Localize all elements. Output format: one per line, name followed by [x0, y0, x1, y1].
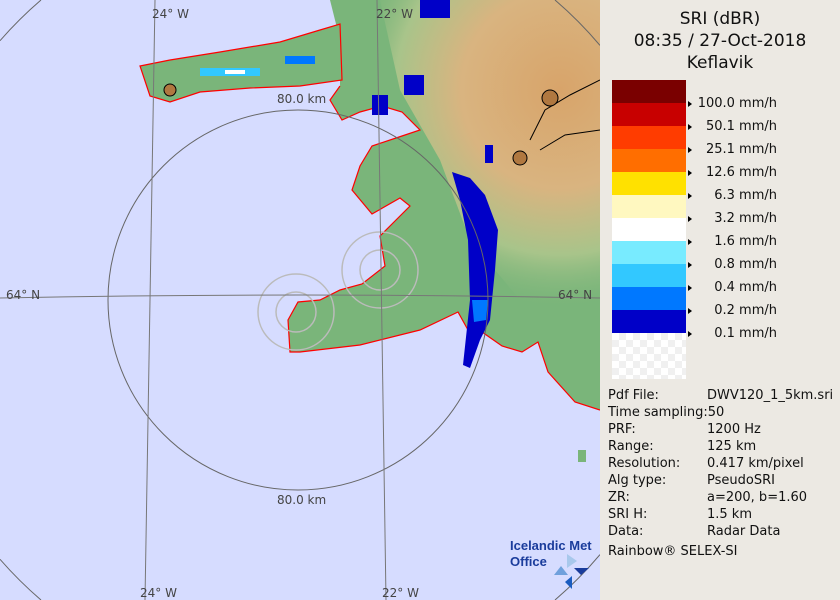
- tick-marker-icon: [688, 261, 692, 268]
- legend-value: 0.8 mm/h: [714, 257, 777, 272]
- logo-text-2: Office: [510, 554, 547, 569]
- legend-label: 100.0 mm/h: [688, 96, 798, 111]
- graticule: [0, 0, 600, 600]
- legend-label: 0.2 mm/h: [688, 303, 798, 318]
- info-key: SRI H:: [608, 507, 648, 522]
- lon-label: 22° W: [376, 7, 413, 21]
- info-row: Alg type: PseudoSRI: [608, 472, 833, 489]
- legend-swatch: [612, 310, 686, 333]
- legend-label: 6.3 mm/h: [688, 188, 798, 203]
- legend-value: 3.2 mm/h: [714, 211, 777, 226]
- info-value: 1200 Hz: [707, 422, 761, 437]
- info-value: 0.417 km/pixel: [707, 456, 804, 471]
- lon-label: 22° W: [382, 586, 419, 600]
- lat-label: 64° N: [558, 288, 592, 302]
- lon-label: 24° W: [152, 7, 189, 21]
- legend-label: 25.1 mm/h: [688, 142, 798, 157]
- legend-swatch: [612, 241, 686, 264]
- legend-label: 1.6 mm/h: [688, 234, 798, 249]
- info-value: 125 km: [707, 439, 757, 454]
- info-row: Pdf File: DWV120_1_5km.sri: [608, 387, 833, 404]
- tick-marker-icon: [688, 192, 692, 199]
- tick-marker-icon: [688, 284, 692, 291]
- radar-map[interactable]: 24° W 22° W 24° W 22° W 64° N 64° N 80.0…: [0, 0, 600, 600]
- lat-label: 64° N: [6, 288, 40, 302]
- tick-marker-icon: [688, 100, 692, 107]
- imo-logo: Icelandic Met Office: [510, 538, 592, 589]
- logo-text: Icelandic Met: [510, 538, 592, 553]
- info-value: PseudoSRI: [707, 473, 775, 488]
- info-key: Alg type:: [608, 473, 667, 488]
- tick-marker-icon: [688, 307, 692, 314]
- legend-value: 0.4 mm/h: [714, 280, 777, 295]
- info-value: 1.5 km: [707, 507, 752, 522]
- product-info: Pdf File: DWV120_1_5km.sri Time sampling: 5…: [608, 387, 833, 560]
- info-value: DWV120_1_5km.sri: [707, 388, 834, 403]
- info-row: Resolution: 0.417 km/pixel: [608, 455, 833, 472]
- range-rings: [0, 0, 600, 600]
- legend-label: 0.1 mm/h: [688, 326, 798, 341]
- info-row: PRF: 1200 Hz: [608, 421, 833, 438]
- legend-value: 0.1 mm/h: [714, 326, 777, 341]
- legend-value: 50.1 mm/h: [705, 119, 777, 134]
- legend-value: 100.0 mm/h: [697, 96, 777, 111]
- tick-marker-icon: [688, 146, 692, 153]
- tick-marker-icon: [688, 123, 692, 130]
- range-label: 80.0 km: [277, 92, 326, 106]
- legend-swatch: [612, 218, 686, 241]
- info-row: Time sampling: 50: [608, 404, 833, 421]
- glacier-outlines: [163, 79, 600, 166]
- tick-marker-icon: [688, 330, 692, 337]
- legend-swatch: [612, 126, 686, 149]
- info-key: ZR:: [608, 490, 630, 505]
- legend-label: 12.6 mm/h: [688, 165, 798, 180]
- tick-marker-icon: [688, 169, 692, 176]
- legend-swatch: [612, 172, 686, 195]
- legend-nodata-swatch: [612, 333, 686, 379]
- info-panel: SRI (dBR) 08:35 / 27-Oct-2018 Keflavik 1…: [600, 0, 840, 600]
- info-key: Resolution:: [608, 456, 681, 471]
- radar-site: Keflavik: [686, 53, 754, 73]
- legend-label: 0.4 mm/h: [688, 280, 798, 295]
- coastline: [139, 23, 600, 411]
- info-row: ZR: a=200, b=1.60: [608, 489, 833, 506]
- tick-marker-icon: [688, 215, 692, 222]
- lon-label: 24° W: [140, 586, 177, 600]
- info-key: PRF:: [608, 422, 636, 437]
- legend-label: 3.2 mm/h: [688, 211, 798, 226]
- brand-credit: Rainbow® SELEX-SI: [608, 544, 738, 559]
- legend-value: 12.6 mm/h: [705, 165, 777, 180]
- info-value: 50: [707, 405, 725, 420]
- info-value: Radar Data: [707, 524, 781, 539]
- legend-value: 25.1 mm/h: [705, 142, 777, 157]
- info-key: Range:: [608, 439, 654, 454]
- legend-value: 6.3 mm/h: [714, 188, 777, 203]
- info-key: Data:: [608, 524, 644, 539]
- product-title: SRI (dBR) 08:35 / 27-Oct-2018 Keflavik: [600, 8, 840, 74]
- product-name: SRI (dBR): [679, 9, 761, 29]
- range-label: 80.0 km: [277, 493, 326, 507]
- info-row: Range: 125 km: [608, 438, 833, 455]
- legend-label: 0.8 mm/h: [688, 257, 798, 272]
- radar-echoes: [200, 0, 498, 368]
- legend-swatch: [612, 287, 686, 310]
- legend-value: 1.6 mm/h: [714, 234, 777, 249]
- info-key: Pdf File:: [608, 388, 659, 403]
- info-key: Time sampling:: [608, 405, 708, 420]
- legend-swatch: [612, 149, 686, 172]
- legend-swatch: [612, 264, 686, 287]
- legend-label: 50.1 mm/h: [688, 119, 798, 134]
- info-value: a=200, b=1.60: [707, 490, 808, 505]
- legend-swatch: [612, 103, 686, 126]
- legend-swatch: [612, 80, 686, 103]
- product-datetime: 08:35 / 27-Oct-2018: [633, 31, 807, 51]
- outer-range-ring: [0, 0, 600, 600]
- legend-value: 0.2 mm/h: [714, 303, 777, 318]
- land: [140, 0, 600, 462]
- tick-marker-icon: [688, 238, 692, 245]
- legend-swatch: [612, 195, 686, 218]
- info-row: SRI H: 1.5 km: [608, 506, 833, 523]
- info-row: Data: Radar Data: [608, 523, 833, 540]
